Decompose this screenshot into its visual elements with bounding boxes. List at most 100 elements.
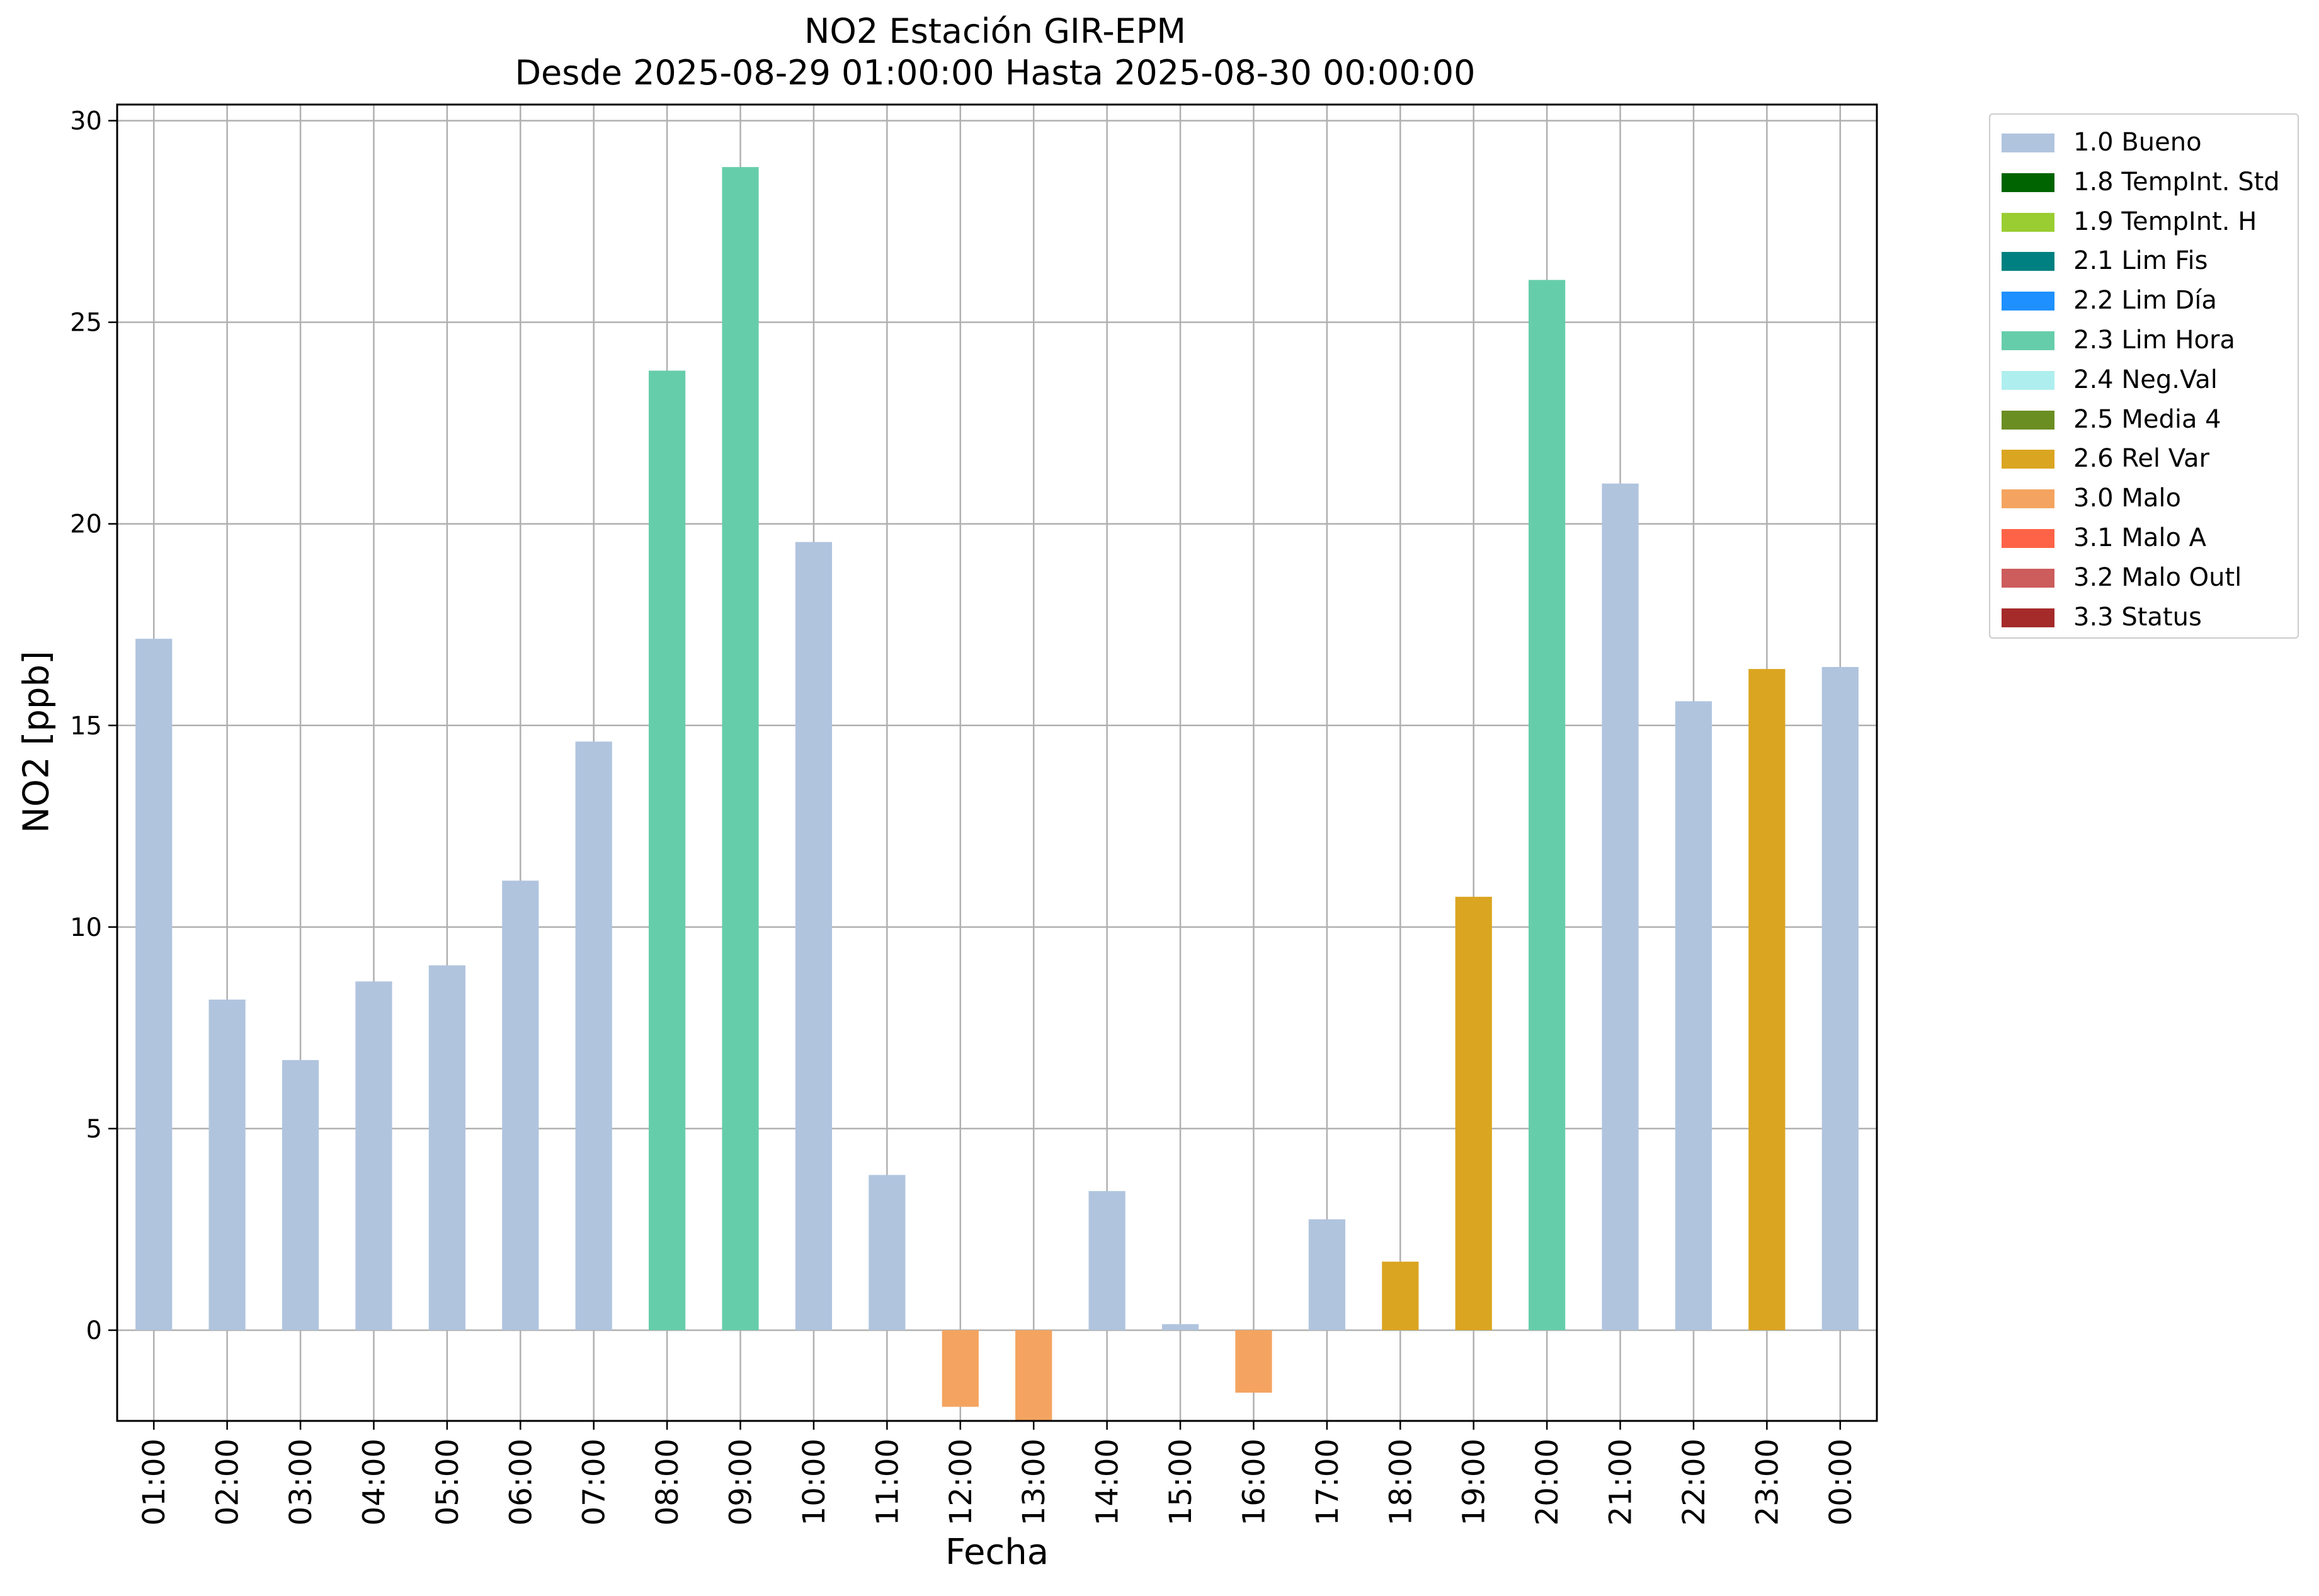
legend-label: 2.5 Media 4 <box>2073 404 2221 434</box>
bar-04:00 <box>355 981 392 1330</box>
y-tick-label: 15 <box>70 712 102 741</box>
legend-label: 3.3 Status <box>2073 602 2202 632</box>
bar-19:00 <box>1455 896 1492 1330</box>
x-tick-label: 03:00 <box>283 1439 319 1525</box>
bar-05:00 <box>428 965 465 1330</box>
legend-swatch <box>2002 529 2054 548</box>
x-tick-label: 08:00 <box>650 1439 685 1525</box>
legend-item: 3.0 Malo <box>1990 481 2298 518</box>
y-tick-label: 25 <box>70 309 102 338</box>
x-tick-label: 13:00 <box>1017 1439 1052 1525</box>
bar-16:00 <box>1235 1330 1272 1393</box>
legend-item: 3.1 Malo A <box>1990 520 2298 558</box>
legend-label: 1.8 TempInt. Std <box>2073 167 2280 197</box>
x-tick-label: 00:00 <box>1823 1439 1859 1525</box>
x-tick-label: 16:00 <box>1236 1439 1272 1525</box>
y-tick-label: 5 <box>86 1115 102 1144</box>
legend-item: 2.6 Rel Var <box>1990 441 2298 479</box>
legend-swatch <box>2002 410 2054 430</box>
bar-13:00 <box>1015 1330 1052 1421</box>
x-tick-label: 22:00 <box>1677 1439 1712 1525</box>
x-tick-label: 07:00 <box>577 1439 612 1525</box>
legend-item: 1.8 TempInt. Std <box>1990 164 2298 202</box>
chart-subtitle: Desde 2025-08-29 01:00:00 Hasta 2025-08-… <box>515 53 1476 93</box>
legend-item: 1.0 Bueno <box>1990 125 2298 162</box>
legend-item: 2.3 Lim Hora <box>1990 322 2298 360</box>
bar-01:00 <box>135 639 173 1330</box>
legend-label: 3.1 Malo A <box>2073 523 2207 552</box>
chart-title: NO2 Estación GIR-EPM <box>804 11 1186 51</box>
legend-item: 3.2 Malo Outl <box>1990 560 2298 598</box>
legend-label: 1.9 TempInt. H <box>2073 207 2257 236</box>
legend-item: 2.2 Lim Día <box>1990 283 2298 321</box>
legend: 1.0 Bueno 1.8 TempInt. Std 1.9 TempInt. H 2… <box>1989 113 2299 639</box>
bar-02:00 <box>208 1000 246 1330</box>
bar-07:00 <box>575 741 612 1330</box>
legend-swatch <box>2002 370 2054 390</box>
bar-06:00 <box>502 881 539 1330</box>
bar-11:00 <box>869 1175 906 1330</box>
bar-00:00 <box>1821 666 1859 1330</box>
x-tick-label: 20:00 <box>1530 1439 1565 1525</box>
legend-item: 2.4 Neg.Val <box>1990 362 2298 400</box>
bar-03:00 <box>282 1060 319 1330</box>
legend-label: 2.2 Lim Día <box>2073 286 2217 316</box>
y-tick-label: 0 <box>86 1316 102 1345</box>
ticks-layer: 0 5 10 15 20 25 30 01:00 02:00 03:00 04:00 05:00 06:… <box>70 107 1859 1526</box>
bar-22:00 <box>1675 701 1712 1330</box>
bar-23:00 <box>1748 669 1786 1330</box>
plot-frame <box>116 103 1878 1422</box>
x-tick-label: 12:00 <box>943 1439 979 1525</box>
y-tick-label: 10 <box>70 913 102 942</box>
x-tick-label: 06:00 <box>503 1439 538 1525</box>
bar-18:00 <box>1382 1262 1419 1330</box>
x-tick-label: 18:00 <box>1383 1439 1418 1525</box>
legend-item: 3.3 Status <box>1990 600 2298 637</box>
bar-15:00 <box>1161 1324 1199 1330</box>
bar-08:00 <box>649 370 686 1330</box>
x-tick-label: 05:00 <box>430 1439 465 1525</box>
bar-20:00 <box>1529 280 1566 1330</box>
bar-17:00 <box>1308 1219 1345 1330</box>
legend-swatch <box>2002 450 2054 469</box>
bar-09:00 <box>722 167 759 1330</box>
x-tick-label: 14:00 <box>1090 1439 1125 1525</box>
y-tick-label: 20 <box>70 510 102 539</box>
y-axis-label: NO2 [ppb] <box>16 651 57 833</box>
x-tick-label: 17:00 <box>1310 1439 1345 1525</box>
x-tick-label: 19:00 <box>1457 1439 1492 1525</box>
legend-swatch <box>2002 252 2054 271</box>
legend-item: 1.9 TempInt. H <box>1990 204 2298 242</box>
legend-label: 3.2 Malo Outl <box>2073 562 2242 592</box>
x-tick-label: 04:00 <box>356 1439 392 1525</box>
legend-label: 3.0 Malo <box>2073 484 2181 513</box>
legend-label: 2.3 Lim Hora <box>2073 326 2235 355</box>
legend-item: 2.5 Media 4 <box>1990 402 2298 440</box>
legend-swatch <box>2002 568 2054 588</box>
legend-swatch <box>2002 212 2054 232</box>
x-tick-label: 02:00 <box>210 1439 246 1525</box>
x-tick-label: 23:00 <box>1750 1439 1785 1525</box>
x-tick-label: 09:00 <box>724 1439 759 1525</box>
bars-layer <box>135 167 1859 1421</box>
bar-12:00 <box>942 1330 979 1407</box>
x-tick-label: 11:00 <box>870 1439 905 1525</box>
legend-label: 2.1 Lim Fis <box>2073 246 2208 276</box>
bar-10:00 <box>795 542 833 1330</box>
legend-label: 2.6 Rel Var <box>2073 444 2209 474</box>
legend-swatch <box>2002 608 2054 627</box>
x-tick-label: 01:00 <box>137 1439 172 1525</box>
legend-swatch <box>2002 134 2054 152</box>
legend-swatch <box>2002 489 2054 509</box>
x-tick-label: 21:00 <box>1604 1439 1639 1525</box>
legend-swatch <box>2002 331 2054 350</box>
x-tick-label: 15:00 <box>1163 1439 1199 1525</box>
x-tick-label: 10:00 <box>797 1439 832 1525</box>
legend-swatch <box>2002 292 2054 311</box>
bar-21:00 <box>1602 483 1639 1330</box>
x-axis-label: Fecha <box>945 1532 1049 1573</box>
y-tick-label: 30 <box>70 107 102 136</box>
legend-swatch <box>2002 173 2054 192</box>
bar-14:00 <box>1088 1191 1125 1330</box>
